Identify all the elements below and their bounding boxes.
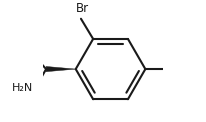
Polygon shape — [46, 66, 76, 72]
Text: H₂N: H₂N — [12, 83, 33, 93]
Text: Br: Br — [76, 2, 89, 15]
